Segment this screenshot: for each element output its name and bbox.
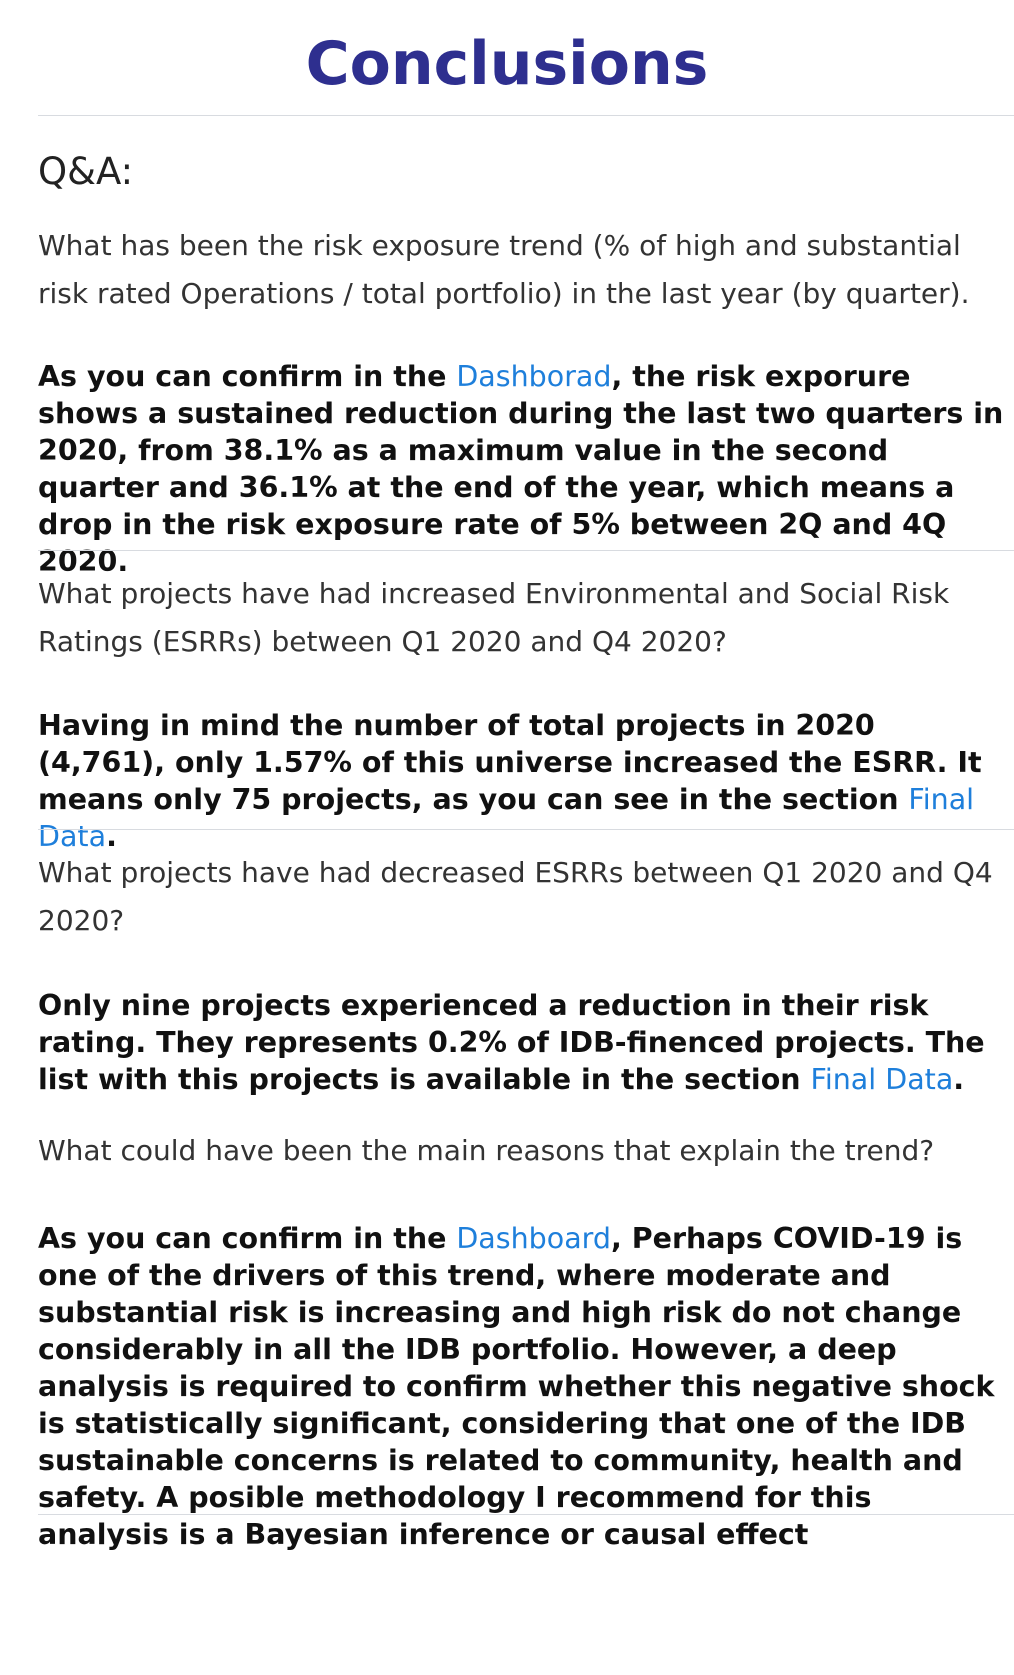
answer-text: Only nine projects experienced a reducti… — [38, 989, 985, 1096]
page-title: Conclusions — [305, 29, 709, 99]
answer-text: , Perhaps COVID-19 is one of the drivers… — [38, 1222, 995, 1551]
answer-main-reasons: As you can confirm in the Dashboard, Per… — [38, 1220, 1008, 1553]
section-divider — [38, 1514, 1014, 1515]
answer-text: , the risk exporure shows a sustained re… — [38, 360, 1004, 578]
answer-text: . — [953, 1063, 965, 1096]
final-data-link[interactable]: Final Data — [810, 1063, 954, 1096]
section-divider — [38, 550, 1014, 551]
title-divider — [38, 115, 1014, 116]
answer-text: . — [106, 820, 117, 853]
qa-heading: Q&A: — [38, 150, 134, 193]
question-main-reasons: What could have been the main reasons th… — [38, 1134, 935, 1167]
answer-increased-esrr: Having in mind the number of total proje… — [38, 707, 1008, 855]
dashboard-link[interactable]: Dashborad — [456, 360, 612, 393]
answer-text: As you can confirm in the — [38, 360, 457, 393]
question-increased-esrr: What projects have had increased Environ… — [38, 577, 950, 658]
answer-text: As you can confirm in the — [38, 1222, 457, 1255]
answer-decreased-esrr: Only nine projects experienced a reducti… — [38, 987, 1008, 1098]
question-risk-exposure-trend: What has been the risk exposure trend (%… — [38, 229, 970, 310]
dashboard-link[interactable]: Dashboard — [456, 1222, 611, 1255]
final-data-link[interactable]: Final Data — [38, 783, 975, 853]
question-decreased-esrr: What projects have had decreased ESRRs b… — [38, 856, 993, 937]
answer-text: Having in mind the number of total proje… — [38, 709, 982, 816]
section-divider — [38, 829, 1014, 830]
answer-risk-exposure-trend: As you can confirm in the Dashborad, the… — [38, 358, 1008, 580]
